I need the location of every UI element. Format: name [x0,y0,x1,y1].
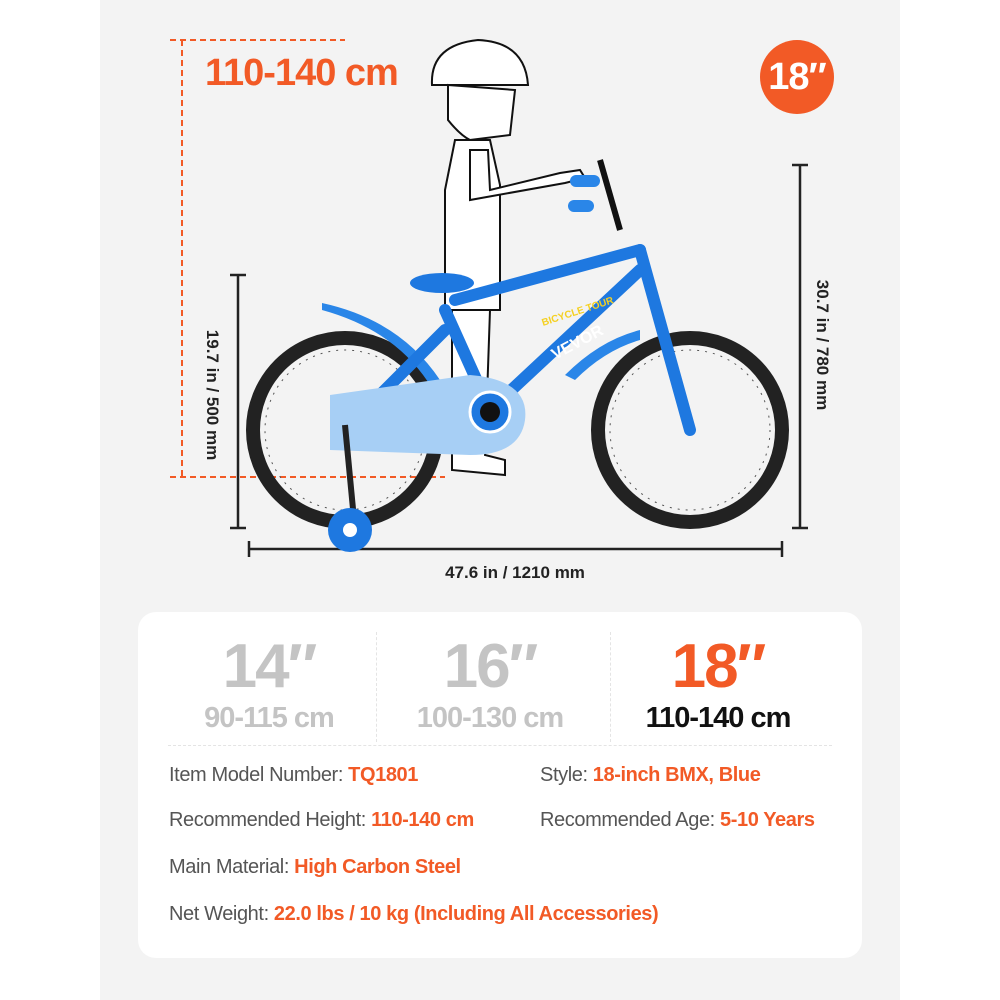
overall-height-label: 30.7 in / 780 mm [813,279,832,411]
handlebar-grip [570,175,600,187]
size-range: 110-140 cm [645,702,792,734]
dimension-lines [230,163,808,557]
size-value: 18″ [671,632,767,701]
rear-fender [322,303,440,385]
training-wheel [328,424,372,552]
size-range: 90-115 cm [204,702,335,734]
wheel-size-badge: 18″ [760,40,834,114]
divider [168,745,832,746]
seat [410,273,474,293]
rider-height-guide [170,39,445,478]
size-value: 14″ [222,632,318,701]
divider [610,632,611,742]
bike-frame [339,244,696,436]
rider-height-range: 110-140 cm [205,52,399,94]
spec-style: Style: 18-inch BMX, Blue [540,764,761,786]
spec-card: 14″ 90-115 cm 16″ 100-130 cm 18″ 110-140… [138,612,862,958]
front-fender [565,330,640,380]
divider [376,632,377,742]
spec-material: Main Material: High Carbon Steel [169,856,461,878]
front-wheel [591,331,789,529]
size-range: 100-130 cm [416,702,564,734]
overall-length-label: 47.6 in / 1210 mm [445,563,585,582]
size-value: 16″ [443,632,539,701]
seat-height-label: 19.7 in / 500 mm [203,329,222,461]
bike-dimension-illustration: VEVOR BICYCLE TOUR [170,38,808,557]
size-option-14: 14″ 90-115 cm [154,632,384,735]
chain-guard [330,375,526,455]
spec-weight: Net Weight: 22.0 lbs / 10 kg (Including … [169,903,659,925]
spec-age: Recommended Age: 5-10 Years [540,809,815,831]
size-option-18-selected: 18″ 110-140 cm [603,632,833,735]
spec-model: Item Model Number: TQ1801 [169,764,419,786]
size-option-16: 16″ 100-130 cm [375,632,605,735]
spec-height: Recommended Height: 110-140 cm [169,809,474,831]
